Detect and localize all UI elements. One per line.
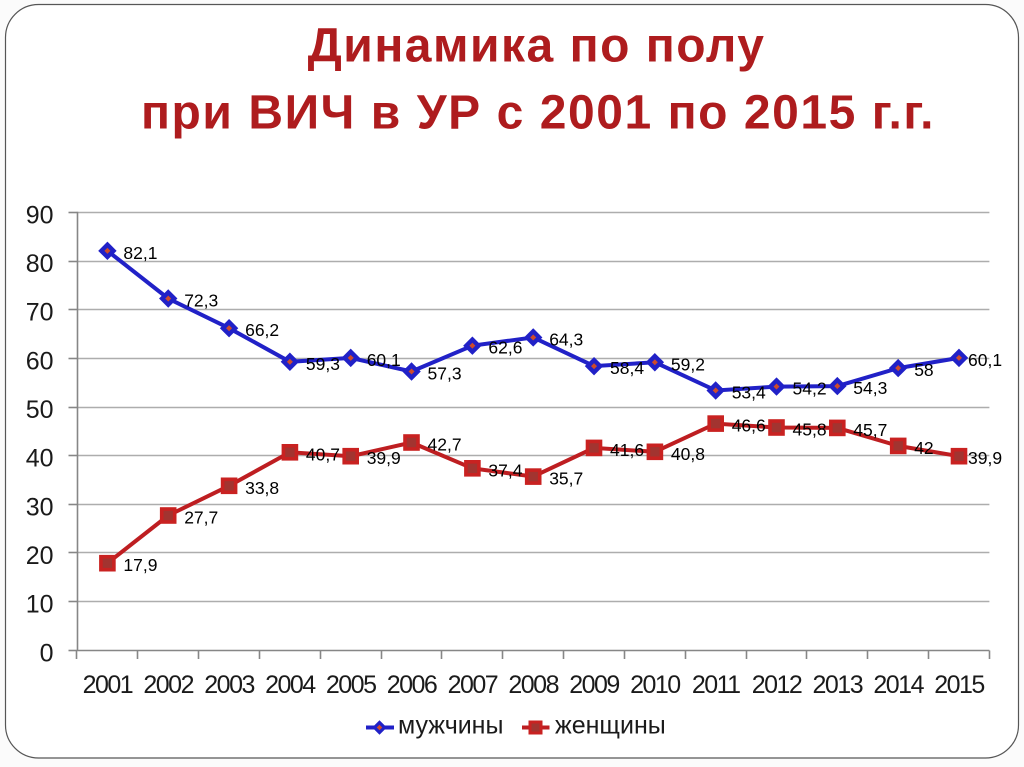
svg-text:54,2: 54,2 (793, 379, 827, 399)
svg-text:60,1: 60,1 (968, 350, 1002, 370)
svg-text:33,8: 33,8 (245, 478, 279, 498)
svg-text:62,6: 62,6 (488, 338, 522, 358)
svg-text:2014: 2014 (873, 671, 924, 699)
svg-text:39,9: 39,9 (968, 448, 1002, 468)
svg-text:82,1: 82,1 (123, 243, 157, 263)
svg-text:2012: 2012 (752, 671, 802, 699)
svg-text:59,2: 59,2 (671, 354, 705, 374)
svg-text:42,7: 42,7 (428, 435, 462, 455)
svg-text:37,4: 37,4 (488, 460, 522, 480)
svg-text:80: 80 (26, 250, 54, 278)
svg-text:39,9: 39,9 (367, 448, 401, 468)
svg-text:10: 10 (26, 591, 54, 619)
svg-text:2009: 2009 (569, 671, 619, 699)
svg-text:60: 60 (26, 347, 54, 375)
svg-text:2001: 2001 (83, 671, 133, 699)
svg-text:2004: 2004 (265, 671, 316, 699)
svg-text:64,3: 64,3 (549, 329, 583, 349)
svg-text:27,7: 27,7 (184, 508, 218, 528)
svg-text:42: 42 (914, 438, 933, 458)
svg-text:50: 50 (26, 396, 54, 424)
svg-text:45,7: 45,7 (853, 420, 887, 440)
svg-text:59,3: 59,3 (306, 354, 340, 374)
svg-text:17,9: 17,9 (123, 555, 157, 575)
svg-text:35,7: 35,7 (549, 469, 583, 489)
svg-text:41,6: 41,6 (610, 440, 644, 460)
svg-text:53,4: 53,4 (732, 383, 766, 403)
svg-text:66,2: 66,2 (245, 320, 279, 340)
svg-text:женщины: женщины (555, 712, 666, 740)
svg-text:60,1: 60,1 (367, 350, 401, 370)
svg-text:Динамика по полу: Динамика по полу (308, 20, 766, 73)
svg-text:58: 58 (914, 360, 933, 380)
svg-text:2013: 2013 (812, 671, 862, 699)
svg-text:30: 30 (26, 493, 54, 521)
svg-text:46,6: 46,6 (732, 416, 766, 436)
svg-text:40,8: 40,8 (671, 444, 705, 464)
svg-text:2015: 2015 (934, 671, 984, 699)
svg-text:2005: 2005 (326, 671, 376, 699)
svg-text:2006: 2006 (387, 671, 437, 699)
svg-text:58,4: 58,4 (610, 358, 644, 378)
svg-text:54,3: 54,3 (853, 378, 887, 398)
svg-text:0: 0 (40, 639, 54, 667)
svg-text:2010: 2010 (630, 671, 680, 699)
svg-text:90: 90 (26, 201, 54, 229)
svg-text:45,8: 45,8 (793, 420, 827, 440)
svg-text:70: 70 (26, 299, 54, 327)
svg-text:при ВИЧ в УР с 2001 по 2015 г.: при ВИЧ в УР с 2001 по 2015 г.г. (141, 87, 935, 140)
svg-text:20: 20 (26, 542, 54, 570)
svg-text:57,3: 57,3 (428, 364, 462, 384)
svg-text:мужчины: мужчины (398, 712, 503, 740)
svg-text:40: 40 (26, 445, 54, 473)
svg-text:72,3: 72,3 (184, 291, 218, 311)
svg-text:2003: 2003 (204, 671, 254, 699)
svg-text:2007: 2007 (448, 671, 498, 699)
svg-text:40,7: 40,7 (306, 444, 340, 464)
svg-text:2002: 2002 (143, 671, 193, 699)
svg-text:2008: 2008 (508, 671, 558, 699)
svg-text:2011: 2011 (692, 671, 740, 699)
